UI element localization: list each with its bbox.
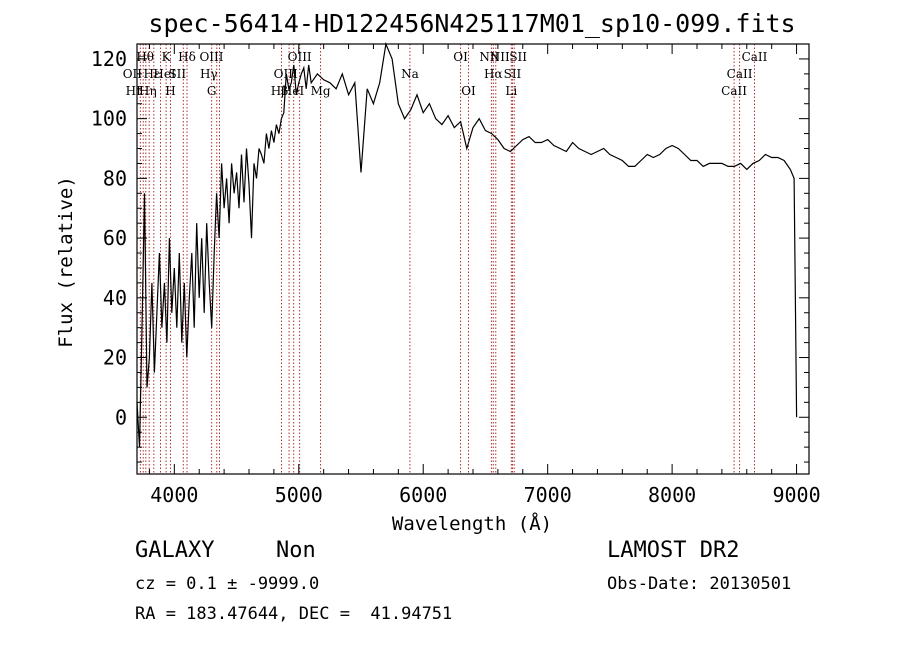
- survey-name: LAMOST DR2: [607, 538, 740, 563]
- line-label-23: NII: [490, 50, 510, 64]
- line-label-25: SII: [504, 67, 522, 81]
- chart-title: spec-56414-HD122456N425117M01_sp10-099.f…: [148, 9, 795, 38]
- line-label-18: Na: [401, 67, 419, 81]
- x-tick-label: 5000: [275, 483, 323, 507]
- line-label-8: SII: [168, 67, 186, 81]
- line-label-22: Hα: [484, 67, 503, 81]
- spectral-line-markers: [139, 44, 755, 474]
- observation-date: Obs-Date: 20130501: [607, 574, 792, 594]
- x-tick-label: 7000: [524, 483, 572, 507]
- line-label-26: SII: [509, 50, 527, 64]
- line-label-21: NII: [479, 50, 499, 64]
- line-label-4: Hε: [143, 67, 160, 81]
- line-label-6: K: [162, 50, 172, 64]
- line-label-11: Hγ: [200, 67, 218, 81]
- line-label-20: OI: [461, 84, 476, 98]
- x-tick-labels: 4000 5000 6000 7000 8000 9000: [150, 483, 820, 507]
- axis-ticks: [137, 43, 809, 474]
- x-tick-label: 9000: [772, 483, 820, 507]
- x-axis-label: Wavelength (Å): [392, 512, 552, 535]
- y-tick-label: 40: [103, 286, 127, 310]
- line-label-14: HeI: [282, 84, 305, 98]
- y-tick-label: 60: [103, 226, 127, 250]
- x-tick-label: 6000: [399, 483, 447, 507]
- line-label-9: Hδ: [178, 50, 196, 64]
- line-label-24: Li: [505, 84, 517, 98]
- line-label-17: Mg: [311, 84, 331, 98]
- y-tick-labels: 0 20 40 60 80 100 120: [91, 47, 127, 429]
- line-label-12: OIII: [199, 50, 223, 64]
- line-label-3: Hθ: [136, 50, 154, 64]
- y-tick-label: 80: [103, 166, 127, 190]
- line-label-2: Hη: [139, 84, 157, 98]
- y-tick-label: 0: [115, 405, 127, 429]
- x-tick-label: 4000: [150, 483, 198, 507]
- line-label-19: OI: [453, 50, 468, 64]
- y-axis-label: Flux (relative): [55, 176, 77, 348]
- x-tick-label: 8000: [648, 483, 696, 507]
- spectrum-series: [136, 41, 798, 448]
- line-label-16: OIII: [288, 50, 312, 64]
- line-label-13: Hβ: [271, 84, 288, 98]
- plot-frame: [136, 43, 810, 475]
- line-label-27: CaII: [721, 84, 747, 98]
- y-tick-label: 100: [91, 107, 127, 131]
- line-label-29: CaII: [742, 50, 768, 64]
- y-tick-label: 120: [91, 47, 127, 71]
- object-class: GALAXY: [135, 538, 215, 563]
- line-label-28: CaII: [727, 67, 753, 81]
- y-tick-label: 20: [103, 346, 127, 370]
- object-subclass: Non: [276, 538, 316, 563]
- line-label-7: H: [165, 84, 175, 98]
- line-label-5: HeI: [153, 67, 176, 81]
- line-label-10: G: [207, 84, 217, 98]
- coordinates-readout: RA = 183.47644, DEC = 41.94751: [135, 604, 453, 624]
- redshift-readout: cz = 0.1 ± -9999.0: [135, 574, 320, 594]
